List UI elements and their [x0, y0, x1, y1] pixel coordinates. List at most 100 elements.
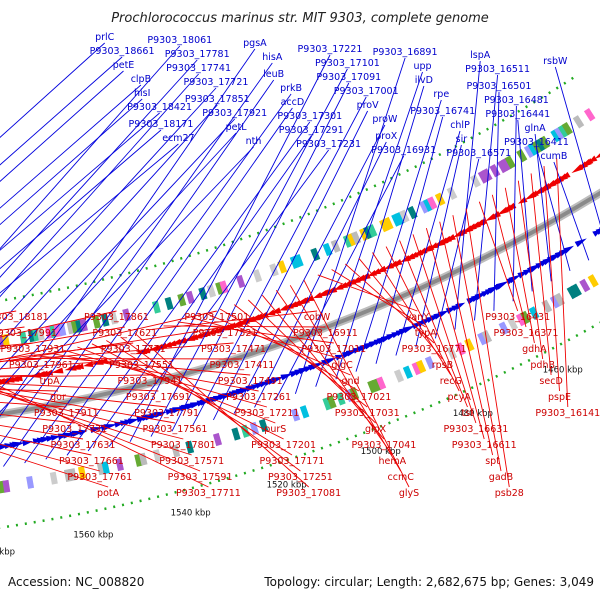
- reverse-gene-arrow: [457, 228, 468, 236]
- reverse-gene-arrow: [166, 340, 177, 347]
- cog-box-reverse: [422, 198, 434, 212]
- cog-box-reverse: [277, 260, 288, 274]
- label-connector-line: [358, 258, 443, 360]
- reverse-gene-arrow: [374, 265, 387, 274]
- label-connector-line: [171, 82, 350, 432]
- cog-box-reverse: [359, 227, 370, 241]
- forward-gene-label: P9303_16411: [504, 137, 569, 148]
- label-connector-line: [0, 112, 160, 251]
- reverse-gene-label: P9303_17941: [117, 376, 182, 387]
- label-connector-line: [372, 252, 452, 376]
- reverse-gene-arrow: [279, 304, 289, 311]
- label-connector-line: [3, 79, 275, 467]
- reverse-gene-label: P9303_17931: [0, 344, 65, 355]
- cog-box-reverse: [215, 281, 225, 295]
- cog-box-forward: [566, 285, 578, 300]
- label-connector-line: [66, 121, 311, 456]
- label-connector-line: [0, 385, 209, 488]
- forward-gene-label: P9303_17301: [277, 111, 342, 122]
- reverse-gene-arrow: [588, 155, 598, 163]
- reverse-gene-label: P9303_16771: [402, 344, 467, 355]
- label-connector-line: [512, 105, 517, 302]
- label-connector-line: [412, 234, 477, 424]
- cog-box-forward: [101, 461, 110, 475]
- reverse-gene-label: P9303_17211: [234, 408, 299, 419]
- reverse-gene-arrow: [353, 274, 367, 283]
- forward-gene-arrow: [127, 418, 140, 425]
- label-connector-line: [4, 342, 234, 362]
- forward-gene-label: glnA: [524, 123, 546, 134]
- forward-gene-label: chlP: [450, 120, 470, 131]
- cog-box-reverse: [185, 290, 195, 305]
- reverse-gene-arrow: [350, 276, 361, 284]
- reverse-gene-label: P9303_17791: [134, 408, 199, 419]
- label-connector-line: [345, 263, 435, 344]
- label-connector-line: [24, 93, 292, 464]
- reverse-gene-label: P9303_17771: [101, 344, 166, 355]
- label-connector-line: [553, 161, 590, 261]
- label-connector-line: [504, 187, 535, 344]
- label-connector-line: [0, 73, 199, 298]
- forward-gene-label: P9303_17091: [316, 72, 381, 83]
- label-connector-line: [493, 91, 500, 311]
- cog-box-reverse: [235, 274, 246, 289]
- reverse-gene-label: P9303_17551: [109, 360, 174, 371]
- cog-box-reverse: [177, 293, 187, 307]
- reverse-gene-label: P9303_17411: [209, 360, 274, 371]
- reverse-gene-label: P9303_16431: [485, 312, 550, 323]
- kbp-label: 1540 kbp: [171, 508, 211, 518]
- label-connector-line: [0, 118, 236, 371]
- label-connector-line: [177, 321, 334, 344]
- cog-box-forward: [570, 283, 582, 297]
- map-title: Prochlorococcus marinus str. MIT 9303, c…: [111, 11, 489, 26]
- cog-box-reverse: [527, 142, 539, 156]
- reverse-gene-label: P9303_16371: [494, 328, 559, 339]
- reverse-gene-arrow: [75, 363, 84, 370]
- cog-box-forward: [498, 321, 510, 335]
- label-connector-line: [317, 274, 418, 312]
- cog-box-reverse: [446, 186, 458, 201]
- cog-box-reverse: [391, 213, 402, 227]
- label-connector-line: [48, 352, 259, 392]
- label-connector-line: [0, 310, 117, 338]
- cog-box-forward: [376, 376, 387, 390]
- cog-box-reverse: [550, 128, 562, 143]
- label-connector-line: [0, 310, 217, 361]
- label-connector-line: [0, 413, 75, 424]
- forward-gene-label: upp: [413, 61, 431, 72]
- label-connector-line: [120, 336, 301, 472]
- reverse-gene-label: P9303_17591: [168, 472, 233, 483]
- label-connector-line: [289, 285, 402, 472]
- cog-box-forward: [507, 317, 519, 331]
- reverse-gene-label: pcyA: [448, 392, 472, 403]
- forward-gene-label: petL: [226, 122, 248, 133]
- cog-box-reverse: [481, 168, 493, 182]
- forward-gene-arrow: [563, 245, 575, 254]
- cog-box-forward: [367, 380, 378, 394]
- cog-box-reverse: [151, 300, 161, 314]
- cog-box-reverse: [523, 144, 536, 158]
- reverse-gene-arrow: [333, 283, 344, 291]
- cog-box-reverse: [497, 159, 509, 174]
- label-connector-line: [0, 402, 67, 408]
- label-connector-line: [247, 299, 376, 424]
- reverse-gene-label: purS: [264, 424, 286, 435]
- forward-gene-label: proV: [357, 100, 380, 111]
- reverse-gene-label: P9303_16911: [293, 328, 358, 339]
- reverse-gene-arrow: [234, 318, 248, 326]
- reverse-gene-label: recG: [440, 376, 462, 387]
- reverse-gene-arrow: [561, 171, 571, 180]
- label-connector-line: [0, 358, 142, 370]
- reverse-gene-label: P9303_18181: [0, 312, 49, 323]
- reverse-gene-label: P9303_17251: [268, 472, 333, 483]
- reverse-gene-arrow: [206, 328, 216, 335]
- cog-box-reverse: [583, 108, 596, 122]
- cog-box-reverse: [58, 323, 67, 337]
- label-connector-line: [192, 96, 367, 426]
- label-connector-line: [0, 326, 125, 350]
- reverse-gene-arrow: [291, 300, 302, 307]
- cog-box-forward: [554, 292, 566, 307]
- reverse-gene-arrow: [188, 334, 199, 340]
- reverse-gene-label: P9303_16631: [443, 424, 508, 435]
- cog-box-reverse: [383, 216, 394, 231]
